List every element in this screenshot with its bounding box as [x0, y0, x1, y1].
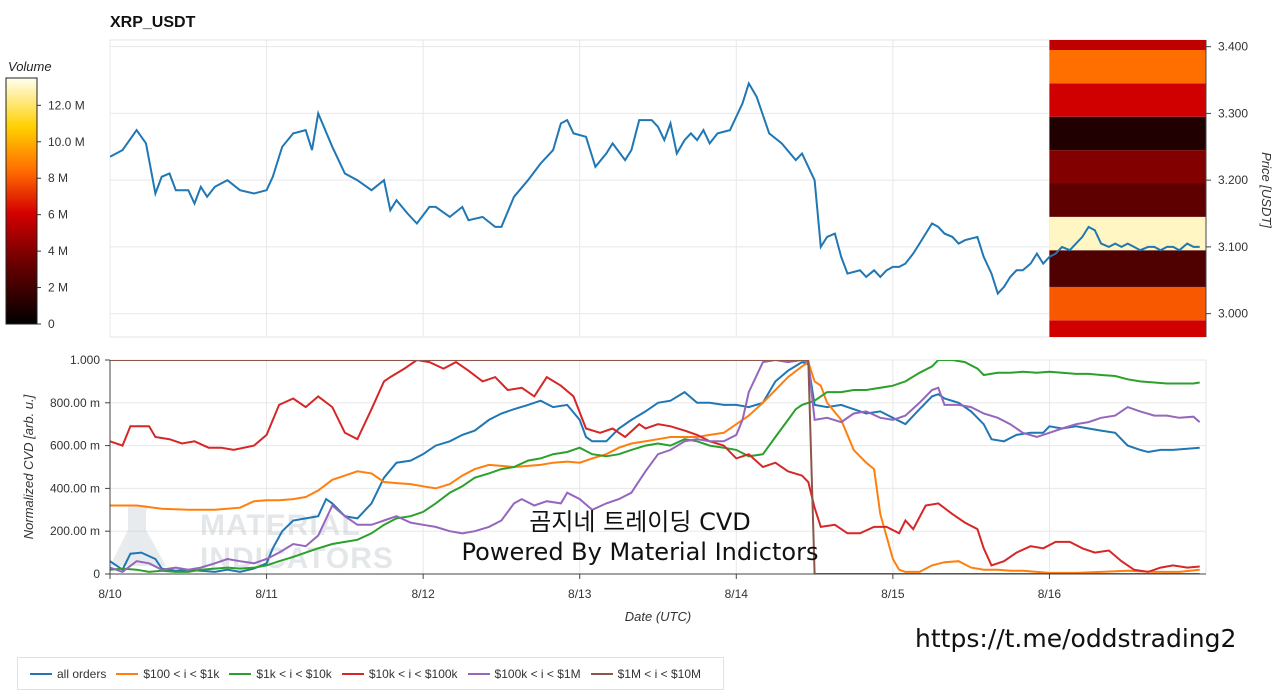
heatmap-band-5 [1049, 150, 1206, 184]
legend: all orders $100 < i < $1k $1k < i < $10k $1… [17, 657, 724, 690]
cvd-y-ticks: 1.000 800.00 m 600.00 m 400.00 m 200.00 m 0 [50, 353, 110, 581]
x-tick-label-5: 8/15 [881, 587, 905, 601]
colorbar-title: Volume [8, 59, 52, 74]
caption-line1: 곰지네 트레이딩 CVD [529, 508, 751, 536]
cvd-line-s100k [110, 360, 1201, 574]
legend-swatch [229, 672, 252, 675]
heatmap-band-8 [1049, 50, 1206, 84]
price-y-ticks: 3.400 3.300 3.200 3.100 3.000 [1205, 40, 1248, 337]
legend-swatch [30, 672, 52, 675]
legend-swatch [467, 672, 490, 675]
legend-label: $100k < i < $1M [494, 666, 581, 681]
chart-canvas: XRP_USDT Volume 12.0 M 10.0 M 8 M 6 M 4 M 2 M… [5, 14, 1274, 624]
legend-swatch [116, 672, 139, 675]
logo-text-line1: MATERIAL [200, 509, 361, 542]
colorbar-tick-label-4: 4 M [48, 244, 68, 258]
legend-label: $1M < i < $10M [617, 666, 701, 681]
colorbar-ticks: 12.0 M 10.0 M 8 M 6 M 4 M 2 M 0 [37, 98, 85, 331]
cvd-line-s1m [110, 360, 1200, 574]
cvd-y-axis-label: Normalized CVD [arb. u.] [21, 394, 36, 539]
logo-text-line2: INDICATORS [200, 542, 394, 575]
x-tick-label-0: 8/10 [98, 587, 122, 601]
chart-title: XRP_USDT [110, 14, 196, 31]
legend-swatch [341, 672, 364, 675]
x-tick-label-1: 8/11 [255, 587, 278, 601]
legend-label: $1k < i < $10k [256, 666, 332, 681]
legend-swatch [590, 672, 613, 675]
caption-line2: Powered By Material Indictors [461, 538, 819, 566]
colorbar-tick-label-5: 2 M [48, 281, 68, 295]
x-tick-label-6: 8/16 [1038, 587, 1062, 601]
x-axis-label: Date (UTC) [625, 609, 691, 624]
price-grid [109, 40, 1206, 337]
heatmap-band-4 [1049, 183, 1206, 217]
legend-item-s1m[interactable]: $1M < i < $10M [590, 666, 701, 681]
heatmap-band-9 [1049, 40, 1206, 51]
cvd-y-tick-label-0: 1.000 [70, 353, 100, 367]
heatmap-band-6 [1049, 116, 1206, 151]
colorbar-tick-label-3: 6 M [48, 208, 68, 222]
cvd-plot-area [109, 359, 1207, 575]
cvd-y-tick-label-3: 400.00 m [50, 481, 100, 495]
colorbar-tick-label-2: 8 M [48, 171, 68, 185]
heatmap-band-3 [1049, 216, 1206, 251]
cvd-line-s100 [110, 360, 1200, 574]
legend-item-s10k[interactable]: $10k < i < $100k [341, 666, 458, 681]
telegram-url: https://t.me/oddstrading2 [915, 624, 1237, 653]
price-series [110, 80, 1200, 296]
legend-item-s100[interactable]: $100 < i < $1k [116, 667, 219, 681]
legend-label: all orders [57, 666, 107, 681]
legend-item-s1k[interactable]: $1k < i < $10k [229, 666, 332, 681]
x-axis-ticks: 8/10 8/11 8/12 8/13 8/14 8/15 8/16 [98, 574, 1061, 601]
cvd-y-tick-label-5: 0 [93, 567, 100, 581]
cvd-series [110, 360, 1201, 574]
price-y-tick-label-2: 3.200 [1218, 173, 1248, 187]
cvd-line-all [110, 360, 1200, 573]
colorbar-tick-label-1: 10.0 M [48, 135, 85, 149]
legend-item-all[interactable]: all orders [30, 667, 106, 681]
cvd-y-tick-label-4: 200.00 m [50, 524, 100, 538]
colorbar-tick-label-6: 0 [48, 317, 55, 331]
colorbar [5, 77, 38, 325]
legend-item-s100k[interactable]: $100k < i < $1M [467, 666, 581, 681]
price-plot-area [109, 39, 1207, 338]
legend-label: $10k < i < $100k [368, 666, 458, 681]
x-tick-label-3: 8/13 [568, 587, 592, 601]
price-y-axis-label: Price [USDT] [1259, 152, 1274, 228]
price-y-tick-label-4: 3.000 [1218, 307, 1248, 321]
colorbar-tick-label-0: 12.0 M [48, 98, 85, 112]
cvd-y-tick-label-1: 800.00 m [50, 396, 100, 410]
price-y-tick-label-3: 3.100 [1218, 240, 1248, 254]
x-tick-label-4: 8/14 [725, 587, 749, 601]
heatmap-band-2 [1049, 250, 1206, 287]
cvd-line-s10k [110, 360, 1200, 573]
legend-label: $100 < i < $1k [143, 666, 220, 681]
price-y-tick-label-1: 3.300 [1218, 106, 1248, 120]
x-tick-label-2: 8/12 [411, 587, 435, 601]
heatmap-band-1 [1049, 286, 1206, 321]
watermark-caption: 곰지네 트레이딩 CVD Powered By Material Indicto… [430, 507, 850, 567]
cvd-y-tick-label-2: 600.00 m [50, 439, 100, 453]
heatmap-band-0 [1049, 320, 1206, 337]
volume-heatmap [1049, 40, 1206, 337]
price-line [110, 80, 1200, 296]
cvd-line-s1k [110, 360, 1200, 573]
heatmap-band-7 [1049, 83, 1206, 117]
price-y-tick-label-0: 3.400 [1218, 40, 1248, 54]
flask-icon [110, 505, 166, 566]
